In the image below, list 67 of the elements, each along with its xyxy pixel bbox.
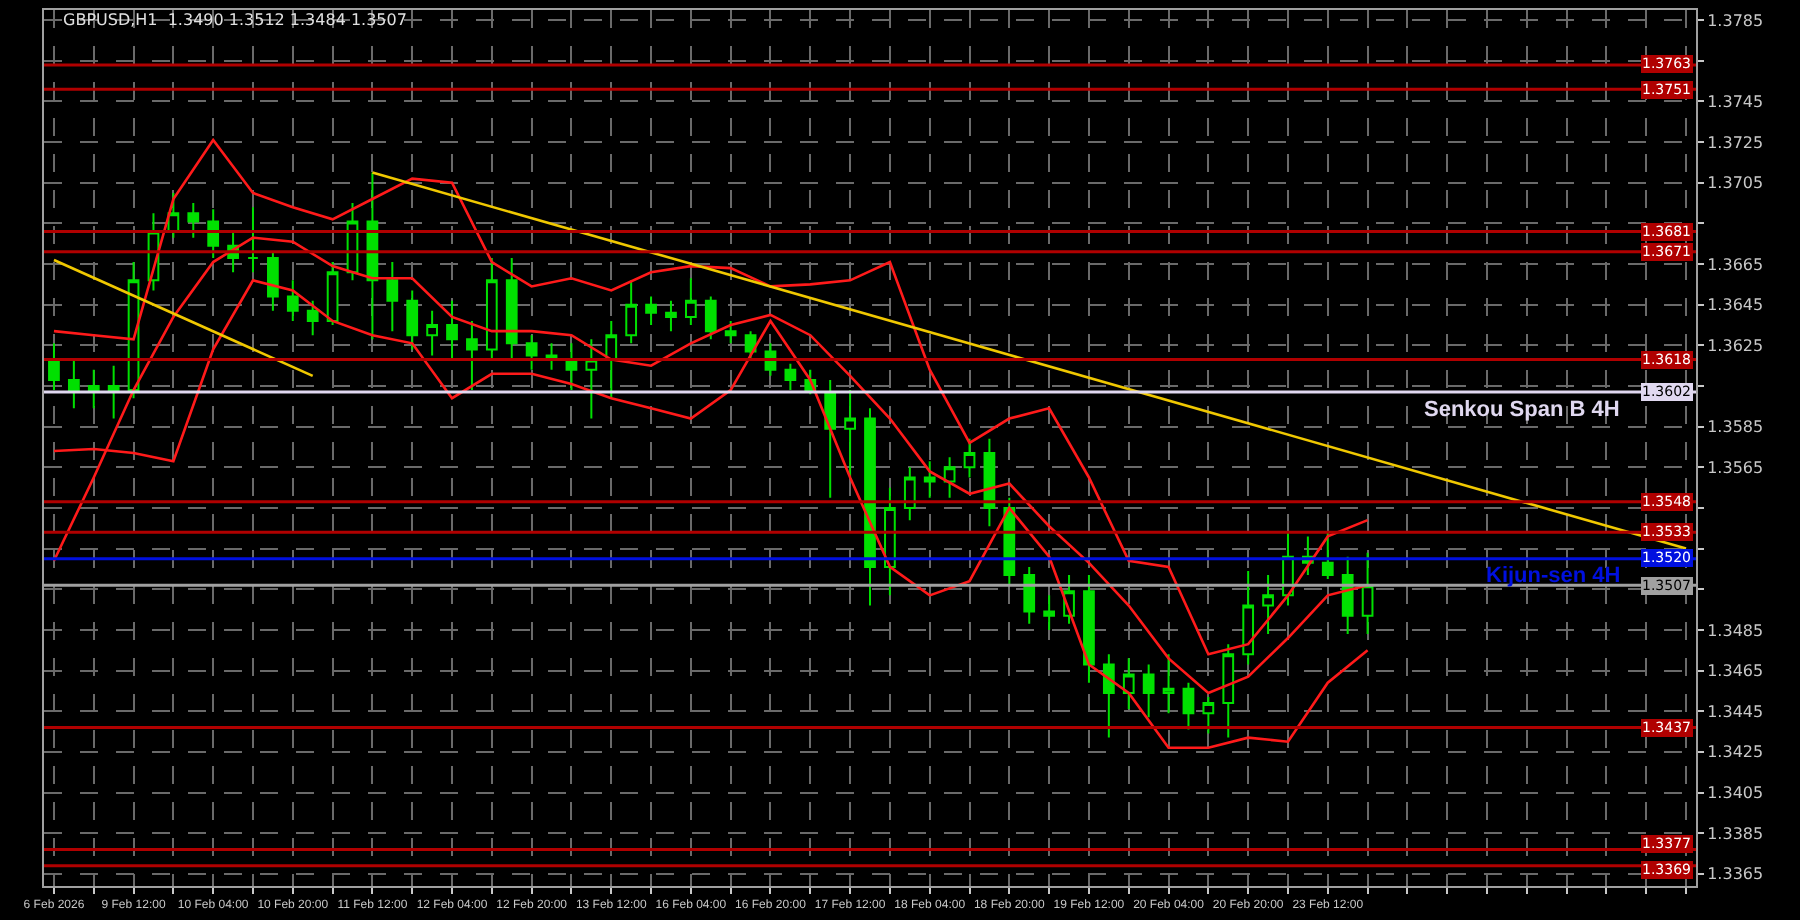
candlestick	[466, 319, 478, 392]
annotation: Kijun-sen 4H	[1486, 564, 1621, 588]
annotation: Senkou Span B 4H	[1424, 398, 1620, 422]
candlestick	[1182, 681, 1195, 731]
y-tick-label: 1.3425	[1707, 743, 1764, 762]
y-tick-label: 1.3585	[1707, 418, 1764, 437]
candlestick	[1142, 663, 1155, 719]
y-tick-label: 1.3365	[1707, 865, 1764, 884]
candlestick	[286, 279, 299, 322]
candlestick	[386, 261, 399, 333]
candlestick	[107, 364, 120, 420]
candlestick	[784, 362, 797, 392]
candlestick	[565, 342, 578, 392]
y-tick-label: 1.3625	[1707, 336, 1764, 355]
candlestick	[1122, 657, 1135, 711]
y-tick-label: 1.3445	[1707, 702, 1764, 721]
candlestick	[406, 289, 419, 351]
candlestick	[67, 358, 80, 410]
candlestick	[943, 456, 956, 499]
y-tick-label: 1.3745	[1707, 93, 1764, 112]
y-tick-label: 1.3385	[1707, 824, 1764, 843]
candlestick	[1162, 653, 1175, 715]
candlestick	[665, 299, 677, 333]
candlestick	[685, 277, 697, 327]
candlestick	[645, 295, 657, 327]
candlestick	[625, 279, 638, 345]
candlestick	[1361, 551, 1374, 635]
candlestick	[247, 206, 259, 274]
candlestick	[605, 319, 618, 400]
y-tick-label: 1.3565	[1707, 458, 1764, 477]
candlestick	[1242, 569, 1255, 666]
candlestick	[585, 338, 598, 420]
y-tick-label: 1.3665	[1707, 255, 1764, 274]
candlestick	[48, 342, 60, 392]
candlestick	[1102, 653, 1115, 739]
y-tick-label: 1.3785	[1707, 11, 1764, 30]
candlestick	[1202, 695, 1215, 735]
line-series	[52, 138, 1369, 656]
candlestick	[1023, 565, 1036, 625]
candlestick	[1262, 574, 1274, 635]
candlestick	[1043, 594, 1055, 631]
candlestick	[903, 466, 916, 522]
candlestick	[525, 334, 538, 371]
y-tick-label: 1.3485	[1707, 621, 1764, 640]
candlestick	[923, 460, 936, 499]
candlestick	[704, 295, 717, 341]
candlestick	[505, 256, 518, 361]
candlestick	[1083, 574, 1095, 684]
y-tick-label: 1.3645	[1707, 296, 1764, 315]
y-tick-label: 1.3465	[1707, 662, 1764, 681]
candlestick	[963, 437, 976, 479]
y-tick-label: 1.3705	[1707, 174, 1764, 193]
candlestick	[306, 299, 319, 337]
y-tick-label: 1.3725	[1707, 133, 1764, 152]
candlestick	[724, 319, 737, 345]
y-tick-label: 1.3405	[1707, 784, 1764, 803]
candlestick	[426, 309, 438, 357]
candlestick	[1222, 643, 1235, 739]
candlestick	[87, 368, 100, 410]
candlestick	[485, 256, 498, 361]
candlestick	[1321, 531, 1334, 581]
candlestick	[207, 208, 220, 259]
candlestick	[267, 250, 279, 312]
candlestick	[187, 202, 200, 239]
candlestick	[844, 389, 856, 479]
candlestick	[446, 299, 458, 361]
chart-title: GBPUSD,H1 1.3490 1.3512 1.3484 1.3507	[63, 11, 407, 29]
